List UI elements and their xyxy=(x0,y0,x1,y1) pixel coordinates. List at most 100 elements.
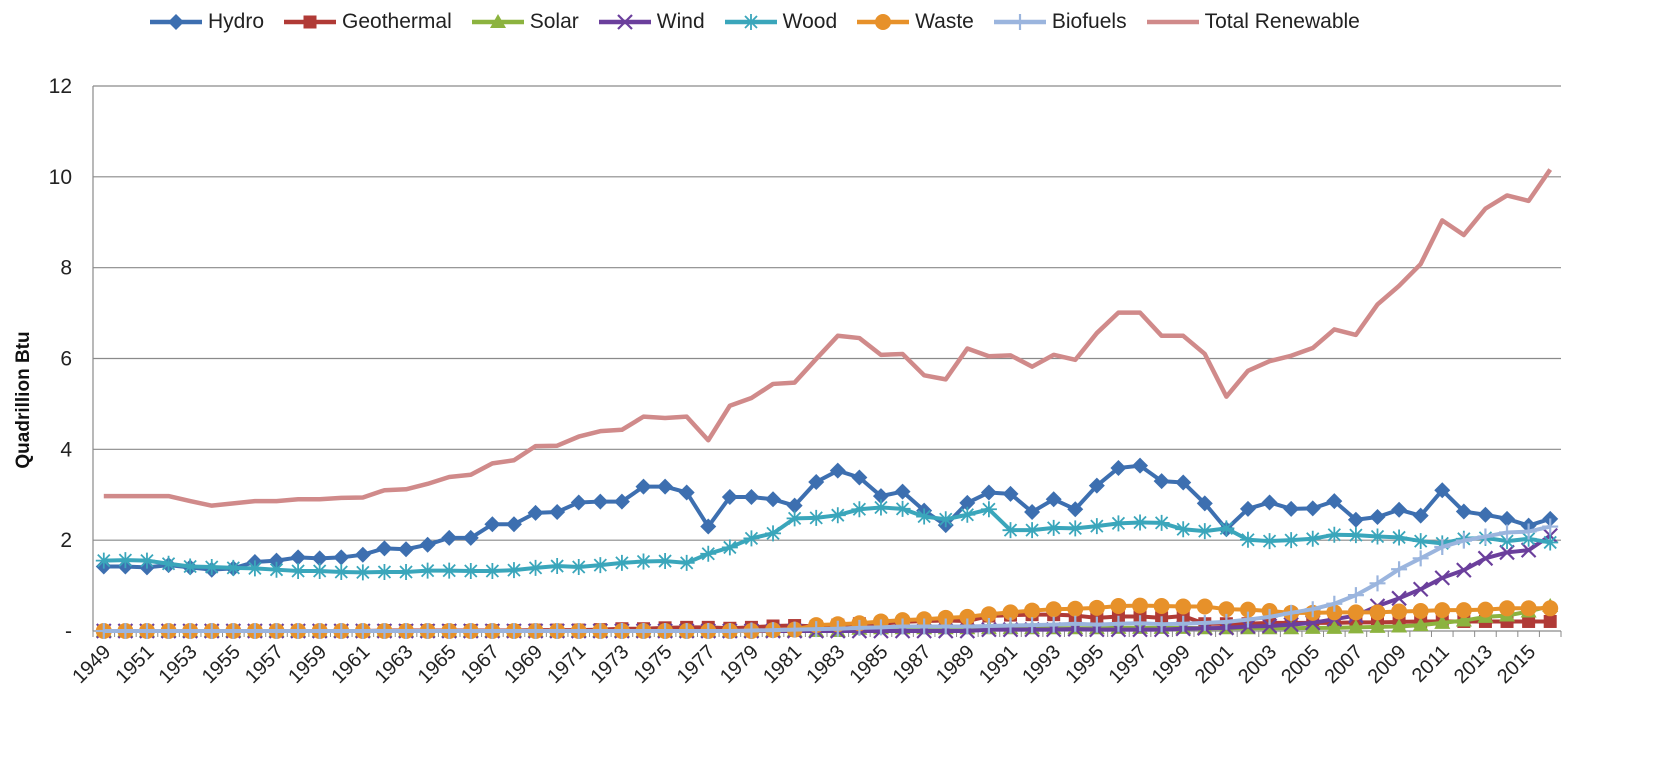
data-point xyxy=(657,623,674,639)
data-point xyxy=(246,623,263,639)
data-point xyxy=(765,525,782,542)
data-point xyxy=(1110,615,1127,632)
data-point xyxy=(225,559,242,576)
data-point xyxy=(1434,538,1451,555)
data-point xyxy=(1369,618,1386,633)
data-point xyxy=(160,623,177,639)
data-point xyxy=(1391,603,1408,620)
data-point xyxy=(1175,521,1192,538)
data-point xyxy=(1499,510,1516,527)
data-point xyxy=(829,507,846,524)
data-point xyxy=(1088,518,1105,535)
data-point xyxy=(1011,14,1028,30)
data-point xyxy=(1412,617,1429,632)
data-point xyxy=(1347,587,1364,604)
data-point xyxy=(1002,617,1019,634)
data-point xyxy=(1369,575,1386,592)
data-point xyxy=(916,618,933,635)
data-point xyxy=(333,563,350,580)
data-point xyxy=(168,14,184,30)
data-point xyxy=(505,623,522,639)
data-point xyxy=(872,488,889,505)
data-point xyxy=(808,509,825,526)
data-point xyxy=(1522,614,1536,628)
data-point xyxy=(1499,600,1516,617)
data-point xyxy=(894,483,911,500)
legend-label: Wind xyxy=(656,10,705,33)
data-point xyxy=(1391,529,1408,546)
data-point xyxy=(1088,599,1105,616)
data-point xyxy=(462,563,479,580)
data-point xyxy=(1002,485,1019,502)
data-point xyxy=(1326,619,1343,634)
data-point xyxy=(1520,600,1537,617)
data-point xyxy=(1412,533,1429,550)
x-tick-label: 1963 xyxy=(371,641,418,688)
data-point xyxy=(1239,531,1256,548)
data-point xyxy=(1261,533,1278,550)
data-point xyxy=(1499,544,1515,561)
legend-swatch xyxy=(1146,19,1199,25)
data-point xyxy=(354,546,371,563)
data-point xyxy=(376,563,393,580)
data-point xyxy=(1499,524,1516,541)
data-point xyxy=(678,623,695,639)
data-point xyxy=(1391,561,1408,578)
x-tick-label: 1989 xyxy=(932,641,979,688)
data-point xyxy=(1239,601,1256,618)
data-point xyxy=(182,558,199,575)
data-point xyxy=(1002,522,1019,539)
data-point xyxy=(268,623,285,639)
data-point xyxy=(549,558,566,575)
data-point xyxy=(1542,518,1559,535)
data-point xyxy=(1412,507,1429,524)
legend-label: Waste xyxy=(915,10,974,33)
data-point xyxy=(225,623,242,639)
x-tick-label: 1949 xyxy=(68,641,115,688)
data-point xyxy=(1434,482,1451,499)
data-point xyxy=(484,516,501,533)
data-point xyxy=(1391,618,1408,633)
data-point xyxy=(937,618,954,635)
data-point xyxy=(1024,504,1041,521)
data-point xyxy=(1261,608,1278,625)
x-tick-label: 1983 xyxy=(802,641,849,688)
data-point xyxy=(1218,601,1235,618)
legend-label: Biofuels xyxy=(1051,10,1127,33)
x-tick-label: 2003 xyxy=(1234,641,1281,688)
data-point xyxy=(398,541,415,558)
data-point xyxy=(678,484,695,501)
data-point xyxy=(657,478,674,495)
legend-label: Wood xyxy=(782,10,838,33)
y-axis-label: Quadrillion Btu xyxy=(13,331,34,468)
legend-label: Geothermal xyxy=(342,10,452,33)
data-point xyxy=(1520,542,1537,558)
x-tick-label: 1997 xyxy=(1105,641,1152,688)
legend-item-waste: Waste xyxy=(855,7,974,37)
legend-swatch xyxy=(284,15,337,29)
data-point xyxy=(851,501,868,518)
data-point xyxy=(743,530,760,547)
legend-item-total-renewable: Total Renewable xyxy=(1145,7,1360,37)
data-point xyxy=(182,623,199,639)
data-point xyxy=(549,504,566,521)
data-point xyxy=(808,621,825,638)
data-point xyxy=(1391,590,1407,607)
data-point xyxy=(1218,520,1235,537)
x-tick-label: 1977 xyxy=(673,641,720,688)
data-point xyxy=(354,623,371,639)
data-point xyxy=(1088,477,1105,494)
data-point xyxy=(1434,602,1451,619)
x-tick-label: 1957 xyxy=(241,641,288,688)
data-point xyxy=(570,494,587,511)
data-point xyxy=(980,618,997,635)
data-point xyxy=(1543,614,1557,628)
data-point xyxy=(117,623,134,639)
data-point xyxy=(1412,603,1429,620)
data-point xyxy=(786,621,803,638)
data-point xyxy=(160,555,177,572)
x-tick-label: 1971 xyxy=(543,641,590,688)
data-point xyxy=(570,558,587,575)
data-point xyxy=(1132,597,1149,614)
